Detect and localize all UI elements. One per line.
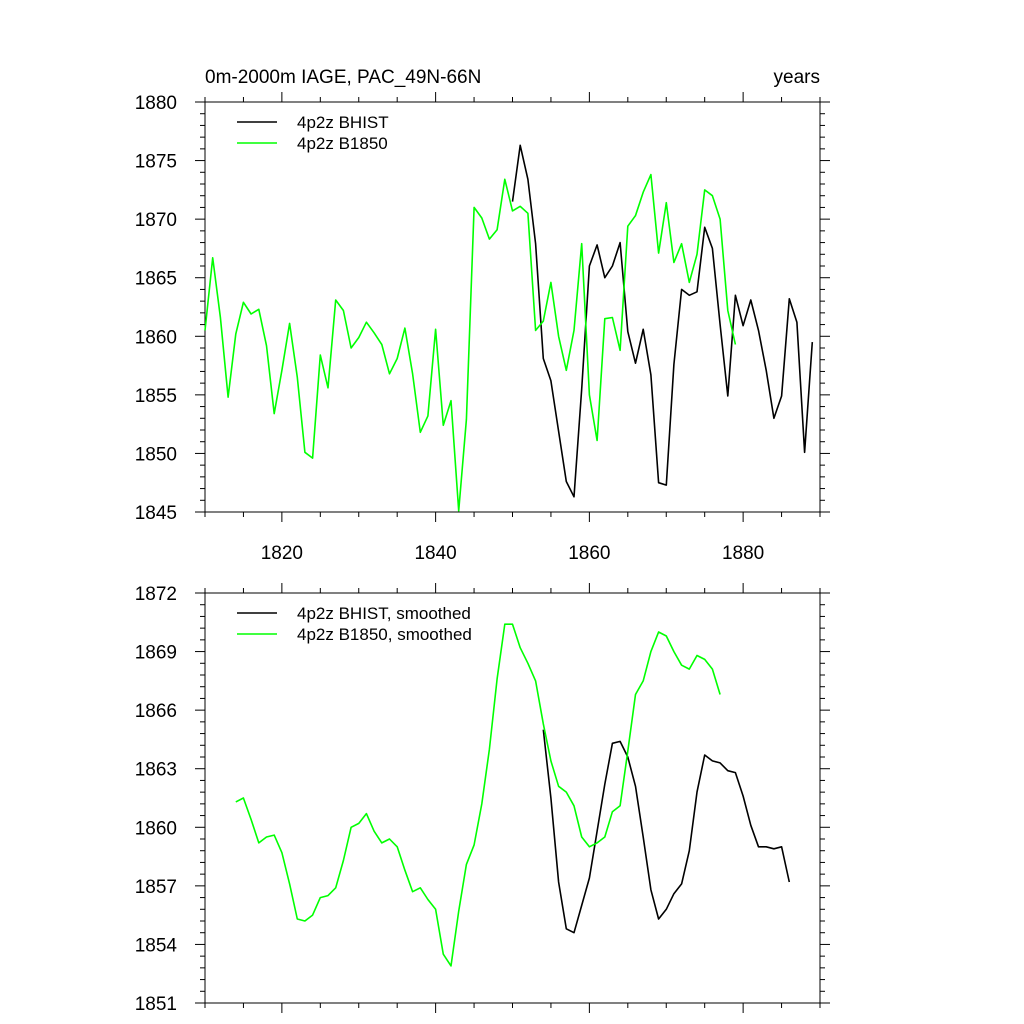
y-tick-label: 1863 [135,760,177,781]
legend-label: 4p2z BHIST [297,113,389,132]
y-tick-label: 1875 [135,152,177,173]
x-tick-label: 1860 [568,543,610,564]
y-tick-label: 1860 [135,327,177,348]
y-tick-label: 1872 [135,584,177,605]
y-tick-label: 1854 [135,935,178,956]
legend-label: 4p2z BHIST, smoothed [297,604,471,623]
units-label: years [774,67,820,88]
y-tick-label: 1850 [135,444,177,465]
x-tick-label: 1820 [261,543,303,564]
y-tick-label: 1869 [135,643,177,664]
y-tick-label: 1845 [135,503,177,524]
legend: 4p2z BHIST, smoothed 4p2z B1850, smoothed [237,604,472,644]
y-tick-label: 1855 [135,386,177,407]
legend: 4p2z BHIST 4p2z B1850 [237,113,389,153]
x-tick-label: 1840 [414,543,456,564]
plot-lines [204,144,814,512]
legend-label: 4p2z B1850, smoothed [297,625,472,644]
plot-lines [235,623,791,967]
x-tick-label: 1880 [722,543,764,564]
y-tick-label: 1866 [135,701,177,722]
legend-label: 4p2z B1850 [297,134,388,153]
chart-title: 0m-2000m IAGE, PAC_49N-66N [205,67,481,88]
series-line-b1850 [235,623,721,967]
series-line-bhist [511,144,814,498]
plot-frame [204,592,821,1004]
y-tick-label: 1851 [135,994,177,1015]
y-tick-label: 1865 [135,269,177,290]
y-tick-label: 1880 [135,93,177,114]
y-tick-label: 1870 [135,210,177,231]
axes: 1820 1840 1860 1880 1845 1850 1855 1860 1865 1870… [135,92,830,564]
y-tick-label: 1860 [135,818,177,839]
y-tick-label: 1857 [135,877,177,898]
axes: 1851 1854 1857 1860 1863 1866 1869 1872 [135,583,830,1015]
series-line-b1850 [204,173,737,512]
bottom-panel: 1851 1854 1857 1860 1863 1866 1869 1872 4p2z BH… [135,583,830,1015]
top-panel: 0m-2000m IAGE, PAC_49N-66N years 1820 184… [135,67,830,564]
series-line-bhist [542,729,791,934]
